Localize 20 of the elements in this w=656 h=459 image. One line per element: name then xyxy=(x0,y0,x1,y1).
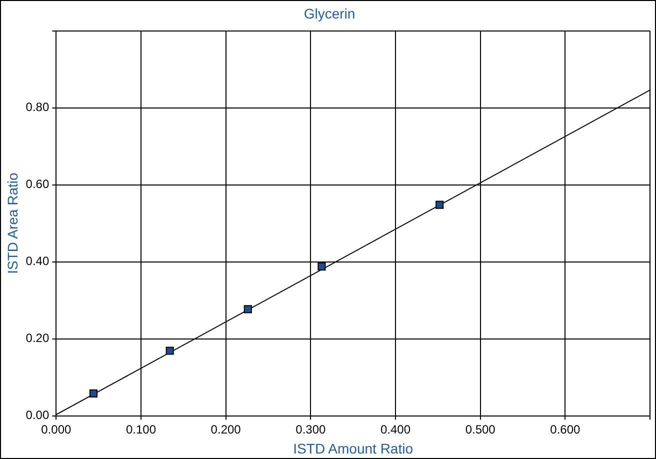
x-tick-label: 0.500 xyxy=(465,422,496,436)
y-tick-label: 0.00 xyxy=(26,408,50,422)
x-tick-label: 0.100 xyxy=(126,422,156,436)
point xyxy=(166,346,174,355)
point xyxy=(89,389,98,398)
y-tick-label: 0.80 xyxy=(26,100,50,114)
point xyxy=(244,305,252,314)
y-axis-title: ISTD Area Ratio xyxy=(4,172,20,274)
y-tick-label: 0.20 xyxy=(26,331,50,346)
x-tick-label: 0.200 xyxy=(210,422,242,436)
x-tick-label: 0.000 xyxy=(41,422,72,436)
point xyxy=(318,262,326,270)
point xyxy=(436,200,444,209)
x-tick-label: 0.300 xyxy=(296,422,326,436)
chart-title: Glycerin xyxy=(304,5,356,22)
x-tick-label: 0.600 xyxy=(550,422,581,436)
y-tick-label: 0.60 xyxy=(26,177,50,192)
x-axis-title: ISTD Amount Ratio xyxy=(293,440,414,456)
x-tick-label: 0.400 xyxy=(380,422,411,436)
y-tick-label: 0.40 xyxy=(26,254,50,268)
